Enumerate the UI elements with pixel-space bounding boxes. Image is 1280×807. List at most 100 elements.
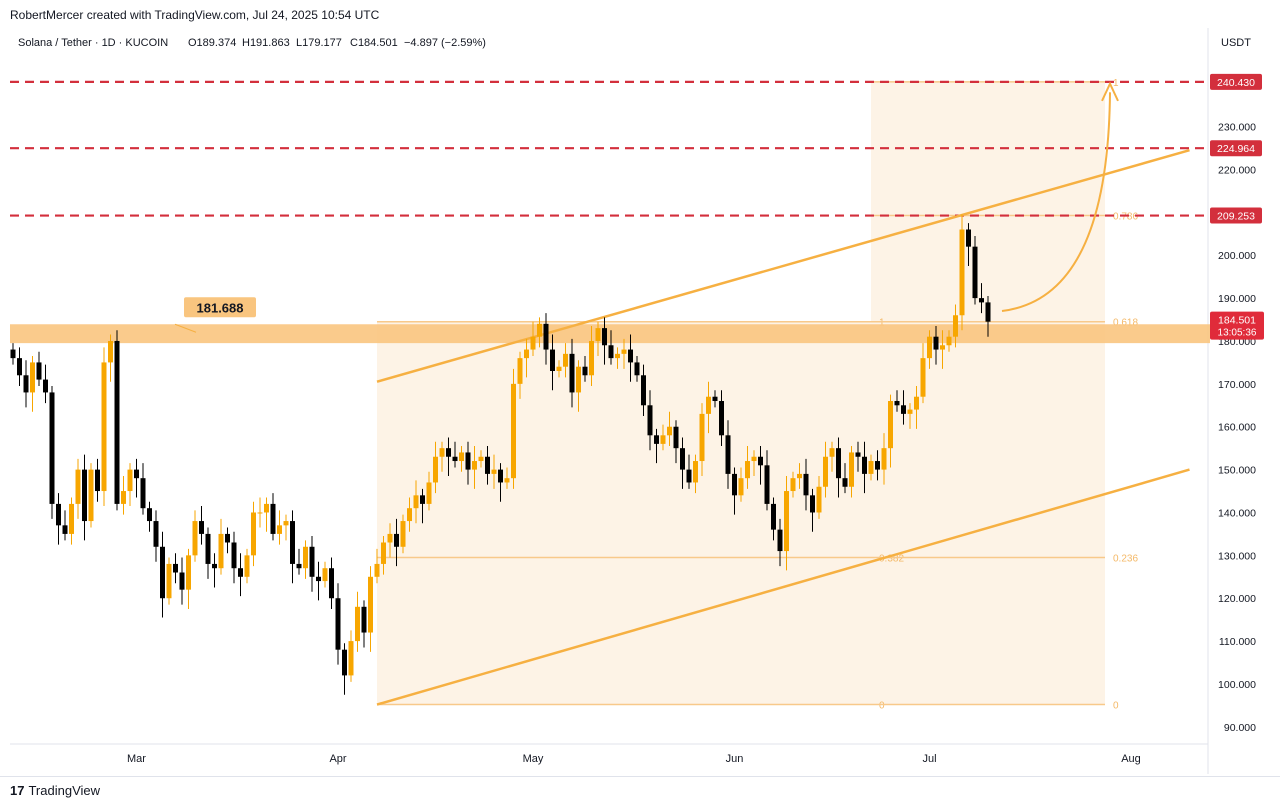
candle-body[interactable] <box>225 533 230 543</box>
candle-body[interactable] <box>829 448 835 457</box>
candle-body[interactable] <box>192 521 198 556</box>
candle-body[interactable] <box>342 649 347 676</box>
candle-body[interactable] <box>361 606 367 633</box>
candle-body[interactable] <box>595 328 601 341</box>
candle-body[interactable] <box>407 508 412 522</box>
candle-body[interactable] <box>751 456 757 462</box>
candle-body[interactable] <box>758 456 763 466</box>
candle-body[interactable] <box>478 456 484 462</box>
candle-body[interactable] <box>712 396 718 402</box>
candle-body[interactable] <box>621 349 627 354</box>
candle-body[interactable] <box>530 336 536 350</box>
candle-body[interactable] <box>550 349 555 371</box>
candle-body[interactable] <box>569 353 575 393</box>
candle-body[interactable] <box>296 563 302 569</box>
candle-body[interactable] <box>426 482 432 504</box>
candle-body[interactable] <box>946 336 952 346</box>
candle-body[interactable] <box>920 358 926 397</box>
candle-body[interactable] <box>439 448 445 457</box>
candle-body[interactable] <box>335 598 341 650</box>
candle-body[interactable] <box>140 478 146 509</box>
candle-body[interactable] <box>69 503 74 534</box>
candle-body[interactable] <box>667 426 672 436</box>
candle-body[interactable] <box>316 576 321 582</box>
candle-body[interactable] <box>212 563 217 569</box>
candle-body[interactable] <box>894 401 900 406</box>
candle-body[interactable] <box>108 340 113 363</box>
candle-body[interactable] <box>257 512 263 514</box>
candle-body[interactable] <box>589 340 594 376</box>
candle-body[interactable] <box>413 495 419 509</box>
candle-body[interactable] <box>264 503 269 513</box>
candle-body[interactable] <box>400 521 406 547</box>
candle-body[interactable] <box>114 340 120 504</box>
candle-body[interactable] <box>134 469 139 479</box>
candle-body[interactable] <box>803 473 809 496</box>
candle-body[interactable] <box>608 345 614 359</box>
candle-body[interactable] <box>270 503 276 534</box>
candle-body[interactable] <box>673 426 679 449</box>
candle-body[interactable] <box>374 563 380 577</box>
candle-body[interactable] <box>459 452 464 462</box>
candle-body[interactable] <box>927 336 932 359</box>
candle-body[interactable] <box>868 461 874 474</box>
candle-body[interactable] <box>511 383 516 479</box>
candle-body[interactable] <box>959 229 965 316</box>
candle-body[interactable] <box>368 576 373 633</box>
candle-body[interactable] <box>82 469 87 522</box>
candle-body[interactable] <box>979 298 984 303</box>
tradingview-logo[interactable]: 17 TradingView <box>10 783 100 798</box>
candle-body[interactable] <box>881 448 887 470</box>
candle-body[interactable] <box>966 229 971 247</box>
candle-body[interactable] <box>985 302 991 322</box>
candle-body[interactable] <box>498 469 503 483</box>
candle-body[interactable] <box>218 533 224 569</box>
candle-body[interactable] <box>95 469 100 492</box>
candle-body[interactable] <box>251 512 256 556</box>
candle-body[interactable] <box>602 328 607 346</box>
candle-body[interactable] <box>836 448 841 479</box>
candle-body[interactable] <box>244 555 250 577</box>
candle-body[interactable] <box>485 456 490 474</box>
candle-body[interactable] <box>732 473 737 496</box>
candle-body[interactable] <box>465 452 471 470</box>
candle-body[interactable] <box>719 401 724 436</box>
chart-svg[interactable]: 1 0.382 0 1 0.786 0.618 0.236 0 181.688 90.000 100… <box>0 28 1280 774</box>
candle-body[interactable] <box>517 358 523 384</box>
candle-body[interactable] <box>810 495 815 513</box>
candle-body[interactable] <box>914 396 919 410</box>
candle-body[interactable] <box>543 323 549 350</box>
candle-body[interactable] <box>790 478 796 492</box>
candle-body[interactable] <box>433 456 438 483</box>
candle-body[interactable] <box>888 401 893 449</box>
candle-body[interactable] <box>875 461 880 470</box>
candle-body[interactable] <box>199 521 204 534</box>
candle-body[interactable] <box>816 486 822 513</box>
candle-body[interactable] <box>641 375 646 406</box>
candle-body[interactable] <box>491 469 497 474</box>
candle-body[interactable] <box>784 491 789 552</box>
candle-body[interactable] <box>504 478 510 483</box>
candle-body[interactable] <box>745 461 750 479</box>
candle-body[interactable] <box>329 568 334 599</box>
candle-body[interactable] <box>121 491 126 504</box>
candle-body[interactable] <box>628 349 633 363</box>
candle-body[interactable] <box>797 473 802 479</box>
candle-body[interactable] <box>953 315 958 337</box>
candle-body[interactable] <box>680 448 685 470</box>
candle-body[interactable] <box>303 546 308 569</box>
candle-body[interactable] <box>153 521 159 547</box>
candle-body[interactable] <box>49 392 55 504</box>
candle-body[interactable] <box>277 525 282 534</box>
candle-body[interactable] <box>706 396 711 414</box>
candle-body[interactable] <box>36 362 42 380</box>
candle-body[interactable] <box>823 456 828 487</box>
price-chart[interactable]: 1 0.382 0 1 0.786 0.618 0.236 0 181.688 90.000 100… <box>0 28 1280 774</box>
candle-body[interactable] <box>322 568 328 582</box>
candle-body[interactable] <box>660 435 666 444</box>
candle-body[interactable] <box>849 452 854 487</box>
candle-body[interactable] <box>654 435 659 444</box>
candle-body[interactable] <box>582 366 588 376</box>
candle-body[interactable] <box>75 469 81 504</box>
candle-body[interactable] <box>355 606 360 642</box>
